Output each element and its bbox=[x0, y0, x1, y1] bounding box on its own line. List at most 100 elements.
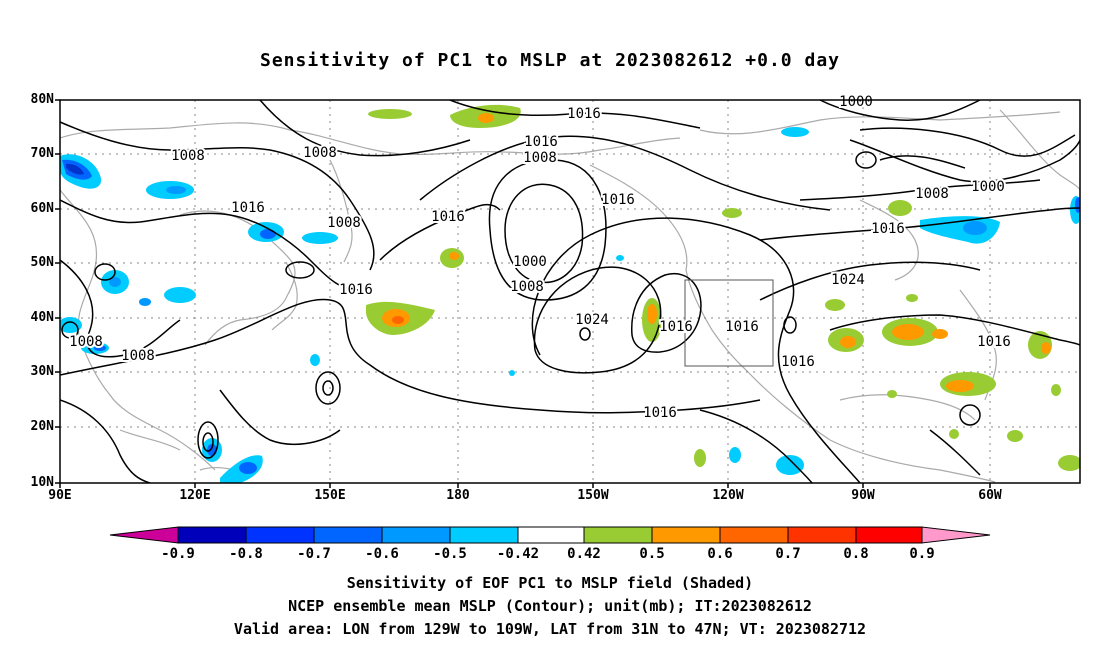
lat-label-30n: 30N bbox=[30, 364, 54, 379]
contour-label: 1016 bbox=[601, 192, 635, 208]
colorbar-segment bbox=[381, 526, 451, 544]
colorbar-label: -0.6 bbox=[365, 546, 399, 562]
contour-label: 1000 bbox=[971, 179, 1005, 195]
contour-label: 1024 bbox=[831, 272, 865, 288]
colorbar-label: 0.8 bbox=[843, 546, 869, 562]
valid-area-box bbox=[684, 279, 774, 367]
lon-label-90w: 90W bbox=[851, 488, 875, 503]
lat-label-80n: 80N bbox=[30, 92, 54, 107]
contour-label: 1016 bbox=[524, 134, 558, 150]
contour-label: 1000 bbox=[839, 94, 873, 110]
contour-1016-arctic bbox=[449, 100, 701, 129]
colorbar-label: 0.6 bbox=[707, 546, 733, 562]
contour-1008-canada bbox=[799, 179, 1041, 201]
lon-label-180: 180 bbox=[446, 488, 470, 503]
colorbar-label: 0.5 bbox=[639, 546, 665, 562]
colorbar-label: -0.7 bbox=[297, 546, 331, 562]
contour-1000-labrador bbox=[849, 139, 1080, 183]
colorbar-end-high bbox=[921, 526, 991, 544]
colorbar-segment bbox=[177, 526, 247, 544]
contour-label: 1008 bbox=[171, 148, 205, 164]
lon-label-120w: 120W bbox=[712, 488, 744, 503]
lat-label-20n: 20N bbox=[30, 419, 54, 434]
contour-1016-ridge bbox=[379, 203, 501, 261]
lon-label-150w: 150W bbox=[577, 488, 609, 503]
contour-1008-china bbox=[60, 259, 181, 358]
contour-1016-north bbox=[419, 135, 831, 211]
sensitivity-shading bbox=[60, 104, 1080, 483]
contour-1016-canada bbox=[759, 207, 1080, 241]
contour-label: 1016 bbox=[871, 221, 905, 237]
lat-label-10n: 10N bbox=[30, 475, 54, 490]
colorbar-label: 0.42 bbox=[567, 546, 601, 562]
lat-lon-grid bbox=[60, 100, 1080, 483]
colorbar-label: -0.9 bbox=[161, 546, 195, 562]
contour-label: 1016 bbox=[725, 319, 759, 335]
colorbar-label: -0.8 bbox=[229, 546, 263, 562]
map-frame bbox=[59, 99, 1081, 484]
colorbar bbox=[109, 526, 991, 544]
contour-label: 1008 bbox=[69, 334, 103, 350]
contour-label: 1016 bbox=[977, 334, 1011, 350]
colorbar-segment bbox=[787, 526, 857, 544]
mslp-contours bbox=[60, 100, 1080, 483]
lon-label-150e: 150E bbox=[314, 488, 346, 503]
colorbar-segment bbox=[449, 526, 519, 544]
colorbar-segment bbox=[651, 526, 721, 544]
contour-label: 1000 bbox=[513, 254, 547, 270]
caption-contour: NCEP ensemble mean MSLP (Contour); unit(… bbox=[288, 597, 812, 615]
contour-1016-subtropical bbox=[60, 298, 761, 414]
colorbar-segment bbox=[245, 526, 315, 544]
lon-label-120e: 120E bbox=[179, 488, 211, 503]
coastline-north-eurasia bbox=[60, 122, 681, 155]
colorbar-segment bbox=[583, 526, 653, 544]
colorbar-segment bbox=[719, 526, 789, 544]
coastline-japan bbox=[271, 261, 298, 331]
lat-label-60n: 60N bbox=[30, 201, 54, 216]
contour-1016-asia bbox=[60, 199, 361, 291]
contour-label: 1016 bbox=[431, 209, 465, 225]
contour-1008-arctic bbox=[259, 100, 471, 157]
contour-1024 bbox=[533, 266, 662, 374]
map-title: Sensitivity of PC1 to MSLP at 2023082612… bbox=[259, 50, 840, 71]
coastline-hudson bbox=[859, 199, 919, 281]
contour-label: 1008 bbox=[523, 150, 557, 166]
coastline-central-america bbox=[829, 439, 996, 483]
contour-label: 1016 bbox=[231, 200, 265, 216]
colorbar-segment bbox=[855, 526, 923, 544]
coastline-greenland bbox=[999, 109, 1080, 191]
coastline-us-west bbox=[685, 269, 831, 441]
contour-low-1000 bbox=[504, 183, 584, 284]
contour-label: 1008 bbox=[510, 279, 544, 295]
contour-1016-east bbox=[829, 314, 1080, 346]
caption-shading: Sensitivity of EOF PC1 to MSLP field (Sh… bbox=[346, 574, 754, 592]
coastline-alaska bbox=[589, 164, 688, 271]
colorbar-end-low bbox=[109, 526, 179, 544]
colorbar-segment bbox=[313, 526, 383, 544]
contour-1024-east bbox=[759, 261, 981, 301]
contour-low-1008 bbox=[488, 159, 607, 301]
contour-1000-arctic bbox=[819, 100, 981, 121]
contour-label: 1016 bbox=[567, 106, 601, 122]
contour-label: 1016 bbox=[781, 354, 815, 370]
colorbar-segment bbox=[517, 526, 585, 544]
axis-ticks bbox=[55, 99, 991, 488]
lon-label-60w: 60W bbox=[978, 488, 1002, 503]
contour-1016-pacific-high bbox=[531, 217, 861, 483]
contour-labels: 1016 1016 1008 1008 1008 1016 1008 1016 … bbox=[67, 92, 1013, 423]
contour-label: 1008 bbox=[915, 186, 949, 202]
colorbar-label: -0.5 bbox=[433, 546, 467, 562]
contour-label: 1016 bbox=[643, 405, 677, 421]
contour-1016-inner bbox=[631, 272, 702, 353]
lat-label-40n: 40N bbox=[30, 310, 54, 325]
coastline-east-asia bbox=[60, 189, 216, 471]
coastline-gulf bbox=[839, 394, 976, 421]
contour-label: 1008 bbox=[121, 348, 155, 364]
coastlines bbox=[60, 109, 1080, 483]
contour-label: 1016 bbox=[659, 319, 693, 335]
colorbar-label: 0.7 bbox=[775, 546, 801, 562]
contour-label: 1008 bbox=[327, 215, 361, 231]
caption-valid-area: Valid area: LON from 129W to 109W, LAT f… bbox=[233, 620, 867, 638]
lon-label-90e: 90E bbox=[48, 488, 72, 503]
